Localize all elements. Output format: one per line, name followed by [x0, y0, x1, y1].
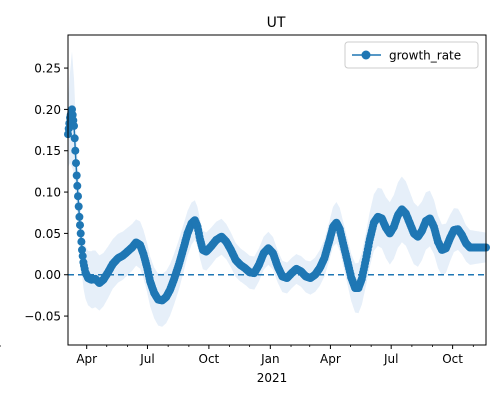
- growth-rate-point: [74, 202, 83, 211]
- x-axis: Apr Jul Oct Jan Apr Jul Oct: [0, 345, 474, 366]
- plot-area: [64, 51, 490, 327]
- growth-rate-point: [72, 171, 81, 180]
- growth-rate-point: [70, 134, 79, 143]
- legend-label: growth_rate: [389, 49, 461, 63]
- x-tick-label: Jan: [260, 352, 280, 366]
- chart-title: UT: [267, 15, 286, 31]
- growth-rate-point: [71, 146, 80, 155]
- x-tick-label: Apr: [320, 352, 341, 366]
- confidence-band: [68, 51, 486, 327]
- y-tick-label: 0.20: [34, 103, 61, 117]
- growth-rate-point: [75, 212, 84, 221]
- legend: growth_rate: [344, 41, 479, 69]
- y-tick-label: 0.25: [34, 62, 61, 76]
- y-tick-label: 0.15: [34, 144, 61, 158]
- y-tick-label: 0.10: [34, 186, 61, 200]
- growth-rate-point: [77, 237, 86, 246]
- growth-rate-point: [76, 229, 85, 238]
- x-tick-label: Oct: [442, 352, 463, 366]
- y-axis: −0.05 0.00 0.05 0.10 0.15 0.20 0.25: [24, 62, 68, 324]
- legend-marker: [361, 50, 371, 60]
- y-tick-label: −0.05: [24, 310, 61, 324]
- growth-rate-point: [72, 159, 80, 168]
- y-tick-label: 0.00: [34, 268, 61, 282]
- x-tick-label: Oct: [199, 352, 220, 366]
- year-label: 2021: [257, 371, 288, 385]
- growth-rate-point: [76, 221, 84, 230]
- growth-rate-point: [74, 192, 82, 201]
- x-tick-label: Apr: [76, 352, 97, 366]
- growth-rate-point: [70, 121, 78, 130]
- legend-box: [344, 41, 479, 69]
- x-tick-label: Jul: [383, 352, 398, 366]
- axes-frame: [67, 34, 487, 346]
- growth-rate-point: [73, 181, 82, 190]
- growth-rate-point: [78, 245, 86, 254]
- x-tick-label: Jul: [139, 352, 154, 366]
- y-tick-label: 0.05: [34, 227, 61, 241]
- growth-rate-point: [78, 252, 87, 261]
